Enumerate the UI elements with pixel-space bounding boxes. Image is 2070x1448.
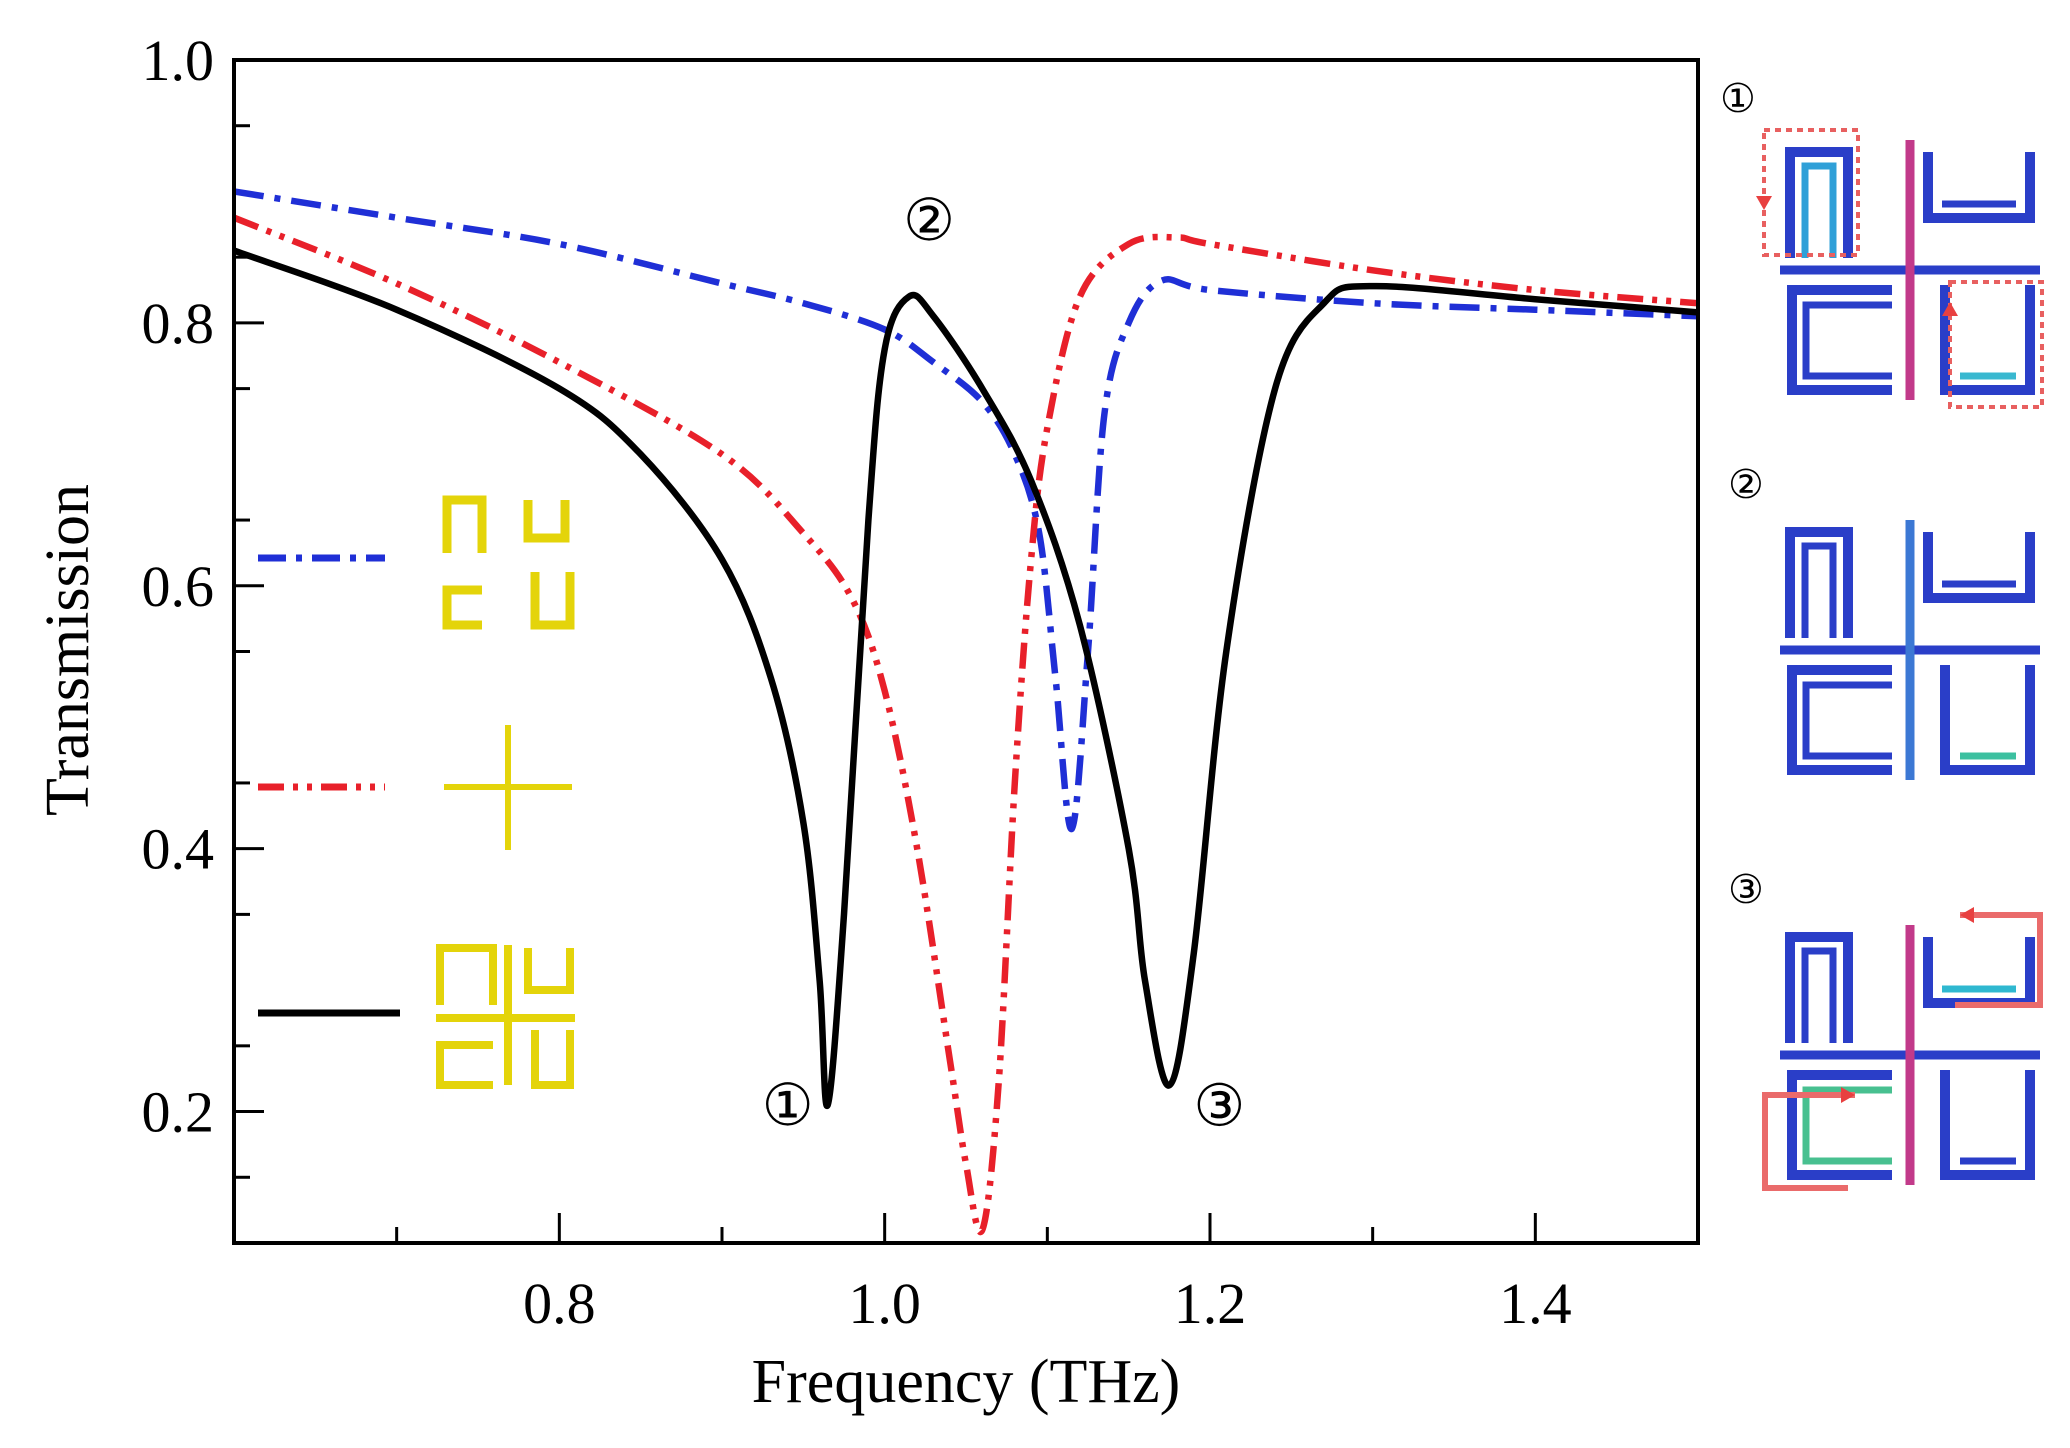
inset-1-label: ① <box>1720 76 1756 122</box>
series-line-0 <box>234 188 1698 833</box>
x-tick-label: 1.2 <box>1174 1271 1247 1336</box>
current-arrow <box>1942 302 1958 316</box>
peak-annotations: ① ② ③ <box>762 186 1246 1139</box>
y-tick-label: 0.4 <box>142 817 215 882</box>
current-loop-box <box>1762 128 1860 257</box>
current-trace <box>1801 947 1837 1043</box>
current-trace <box>1923 152 2035 223</box>
four-split-ring-resonators-icon <box>442 495 575 630</box>
current-trace <box>1923 532 2035 603</box>
inset-2-label: ② <box>1728 462 1764 508</box>
plot-area: 0.8 1.0 1.2 1.4 0.2 0.4 0.6 0.8 1.0 ① ② ③ <box>142 28 1700 1336</box>
series-layer <box>234 188 1698 1236</box>
y-tick-label: 1.0 <box>142 28 215 93</box>
current-trace <box>1802 681 1892 760</box>
x-tick-label: 0.8 <box>523 1271 596 1336</box>
y-tick-label: 0.2 <box>142 1080 215 1145</box>
peak-annotation: ② <box>903 186 955 254</box>
current-trace <box>1801 542 1837 638</box>
current-trace <box>1923 937 2035 1008</box>
current-trace <box>1785 932 1853 1043</box>
peak-annotation: ③ <box>1193 1071 1245 1139</box>
y-axis-title: Transmission <box>34 484 102 816</box>
current-distribution-mode-3 <box>1762 907 2043 1191</box>
combined-resonator-icon <box>436 944 575 1089</box>
current-distribution-mode-2 <box>1780 520 2040 780</box>
x-tick-label: 1.4 <box>1499 1271 1572 1336</box>
current-trace <box>1787 285 1892 395</box>
y-tick-label: 0.6 <box>142 554 215 619</box>
current-trace <box>1940 665 2035 775</box>
x-axis-title: Frequency (THz) <box>752 1348 1181 1416</box>
current-trace <box>1787 1070 1892 1180</box>
current-loop-box <box>1948 280 2044 409</box>
x-tick-label: 1.0 <box>848 1271 921 1336</box>
series-line-2 <box>234 247 1698 1110</box>
legend <box>258 495 575 1089</box>
plot-frame <box>232 58 1700 1245</box>
current-arrow <box>1841 1087 1855 1103</box>
current-arrow <box>1960 907 1974 923</box>
series-line-1 <box>234 214 1698 1236</box>
current-distribution-mode-1 <box>1756 128 2044 409</box>
current-trace <box>1802 301 1892 380</box>
current-trace <box>1785 147 1853 258</box>
y-tick-label: 0.8 <box>142 291 215 356</box>
current-trace <box>1940 285 2035 395</box>
peak-annotation: ① <box>762 1071 814 1139</box>
axis-ticks <box>234 124 1537 1243</box>
current-trace <box>1802 1086 1892 1165</box>
current-trace <box>1940 1070 2035 1180</box>
current-distribution-insets: ① ② ③ <box>1720 76 2044 1191</box>
current-loop-path <box>1955 912 2043 1008</box>
current-arrow <box>1756 196 1772 210</box>
cross-wire-icon <box>444 725 572 850</box>
current-loop-path <box>1762 1092 1855 1191</box>
current-trace <box>1801 162 1837 258</box>
inset-3-label: ③ <box>1728 867 1764 913</box>
current-trace <box>1787 665 1892 775</box>
current-trace <box>1785 527 1853 638</box>
axis-tick-labels: 0.8 1.0 1.2 1.4 0.2 0.4 0.6 0.8 1.0 <box>142 28 1572 1336</box>
